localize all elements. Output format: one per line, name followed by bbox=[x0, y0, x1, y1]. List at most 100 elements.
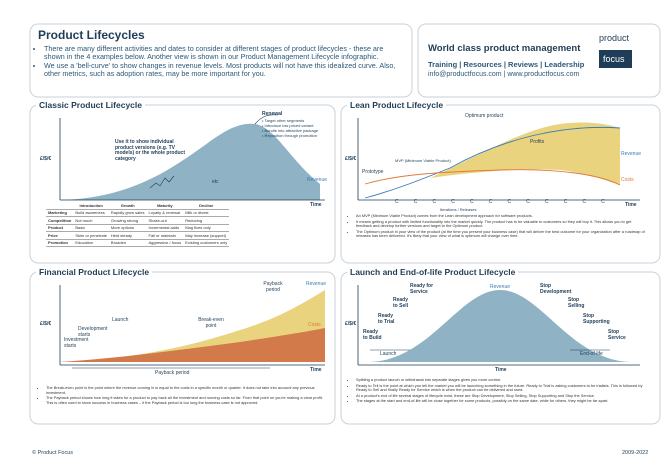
iteration-marker: C bbox=[470, 199, 474, 205]
revenue-label: Revenue bbox=[490, 284, 511, 290]
table-cell: Loyalty & renewal bbox=[146, 209, 184, 217]
intro-bullets: There are many different activities and … bbox=[36, 45, 406, 79]
tagline: World class product management bbox=[428, 43, 581, 54]
bullet: Ready to Tell is the point at which you … bbox=[356, 383, 648, 393]
renewal-text: Introduce low priced variant bbox=[264, 123, 314, 128]
bullet-list: The Break-even point is the point where … bbox=[38, 385, 328, 405]
note: Use it to show individual product versio… bbox=[115, 139, 186, 162]
footer-right: 2009-2022 bbox=[622, 450, 649, 456]
table-cell: Existing customers only bbox=[183, 239, 230, 247]
table-cell: Education bbox=[73, 239, 109, 247]
header-cell: Decline bbox=[183, 202, 230, 210]
contact: info@productfocus.com | www.productfocus… bbox=[428, 71, 580, 78]
renewal-text: Bundle into attractive package bbox=[264, 128, 319, 133]
links: Training | Resources | Reviews | Leaders… bbox=[428, 60, 585, 69]
ready-service: Ready for Service bbox=[410, 283, 434, 295]
development: Development starts bbox=[78, 326, 108, 338]
table-row: Marketing Build awareness Rapidly grow sal… bbox=[46, 209, 230, 217]
table-cell: Milk or divest bbox=[183, 209, 230, 217]
table-cell: Rapidly grow sales bbox=[108, 209, 147, 217]
bullets: An MVP (Minimum Viable Product) comes fr… bbox=[348, 213, 648, 240]
renewal-items: • Target other segments • Introduce low p… bbox=[262, 118, 318, 138]
iteration-marker: C bbox=[563, 199, 568, 205]
bullet: Splitting a product launch or withdrawal… bbox=[356, 377, 648, 383]
x-label: Time bbox=[495, 367, 507, 373]
bullet: At a product's end of life several stage… bbox=[356, 393, 648, 399]
renewal-item: • Bundle into attractive package bbox=[262, 128, 319, 133]
bullet: The Break-even point is the point where … bbox=[46, 385, 328, 395]
investment: Investment starts bbox=[64, 337, 89, 349]
optimum: Optimum product bbox=[465, 113, 504, 119]
table-cell: Promotion bbox=[46, 239, 74, 247]
footer-left: © Product Focus bbox=[32, 450, 74, 456]
iteration-marker: C bbox=[507, 199, 512, 205]
costs-label: Costs bbox=[621, 177, 634, 183]
revenue-label: Revenue bbox=[307, 177, 328, 183]
table-header: Introduction Growth Maturity Decline bbox=[46, 202, 230, 210]
panel bbox=[29, 271, 336, 425]
iteration-marker: C bbox=[395, 199, 399, 205]
renewal-line bbox=[254, 114, 279, 125]
mvp: MVP (Minimum Viable Product) bbox=[395, 158, 451, 163]
table-cell: Skim or penetrate bbox=[73, 231, 109, 240]
page-title: Product Lifecycles bbox=[38, 28, 145, 42]
bullet-list: There are many different activities and … bbox=[36, 45, 406, 78]
table-cell: Aggressive / focus bbox=[146, 239, 184, 247]
iteration-marker: C bbox=[488, 199, 493, 205]
iteration-marker: C bbox=[526, 199, 530, 205]
y-label: £/$/€ bbox=[40, 321, 52, 327]
table-cell: Not much bbox=[73, 216, 109, 225]
revenue-label: Revenue bbox=[306, 281, 327, 287]
y-label: £/$/€ bbox=[345, 156, 357, 162]
costs-label: Costs bbox=[308, 322, 321, 328]
table-cell: Incremental adds bbox=[146, 224, 184, 232]
panel-title: Launch and End-of-life Product Lifecycle bbox=[347, 267, 519, 277]
payback-top: Payback period bbox=[263, 281, 283, 293]
header-box bbox=[29, 23, 413, 98]
table-cell: Competition bbox=[46, 216, 74, 225]
bell-curve bbox=[62, 123, 320, 200]
launch: Launch bbox=[380, 351, 397, 357]
squiggle bbox=[149, 175, 175, 189]
payback-bottom: Payback period bbox=[155, 370, 190, 376]
logo-bottom: focus bbox=[603, 54, 625, 64]
axes bbox=[59, 285, 325, 366]
cost-area bbox=[60, 328, 325, 362]
table-cell: Shake-out bbox=[146, 216, 184, 225]
table-cell: May increase (support) bbox=[183, 231, 230, 240]
revenue-line bbox=[364, 126, 621, 199]
table-cell: Reducing bbox=[183, 216, 230, 225]
panel-title: Lean Product Lifecycle bbox=[347, 100, 447, 110]
table-row: Product Basic More options Incremental adds… bbox=[46, 224, 230, 232]
iteration-marker: C bbox=[582, 199, 587, 205]
header-cell: Introduction bbox=[73, 202, 109, 210]
bullet: The Optimum product in your view of the … bbox=[356, 229, 648, 239]
x-label: Time bbox=[310, 202, 322, 208]
renewal-item: • Reposition through promotion bbox=[262, 133, 317, 138]
prototype: Prototype bbox=[362, 169, 384, 175]
revenue-label: Revenue bbox=[621, 151, 642, 157]
x-label: Time bbox=[625, 202, 637, 208]
table-row: Promotion Education Broaden Aggressive / fo… bbox=[46, 239, 230, 247]
bullets: The Break-even point is the point where … bbox=[38, 385, 328, 406]
axes bbox=[357, 118, 640, 201]
renewal-text: Reposition through promotion bbox=[264, 133, 317, 138]
renewal-text: Target other segments bbox=[264, 118, 305, 123]
iteration-marker: C bbox=[545, 199, 549, 205]
cost-line bbox=[364, 169, 621, 186]
table-cell: Growing strong bbox=[108, 216, 147, 225]
table-cell: Fall or maintain bbox=[146, 231, 184, 240]
launch: Launch bbox=[112, 317, 129, 323]
break-even: Break-even point bbox=[198, 317, 224, 329]
panel bbox=[340, 104, 661, 264]
axes bbox=[357, 285, 640, 366]
axes bbox=[59, 118, 325, 201]
profit-area bbox=[430, 122, 620, 185]
table-cell: Basic bbox=[73, 224, 109, 232]
logo-top: product bbox=[599, 33, 630, 43]
renewal-item: • Target other segments bbox=[262, 118, 305, 123]
bullet: There are many different activities and … bbox=[44, 45, 406, 61]
